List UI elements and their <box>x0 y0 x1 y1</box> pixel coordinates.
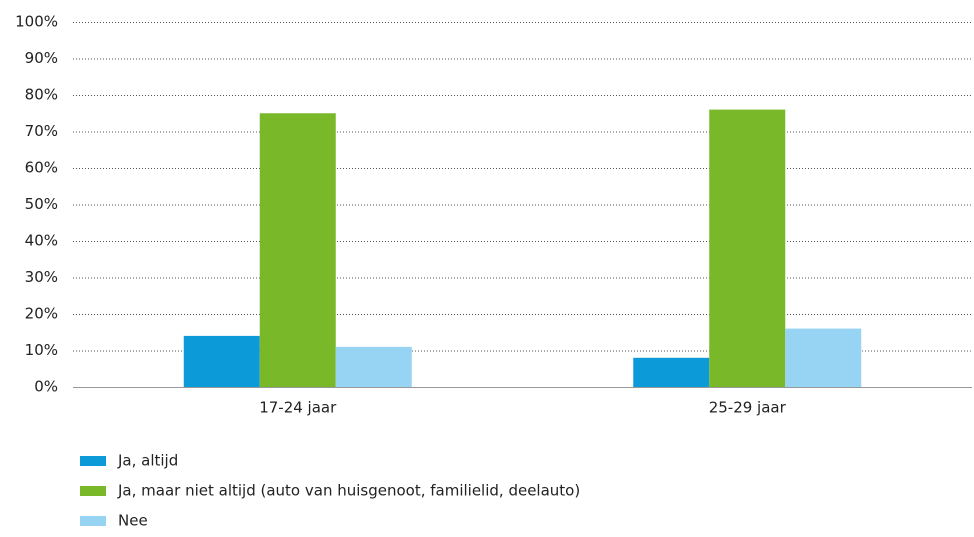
legend-label: Ja, altijd <box>117 452 178 470</box>
bar <box>335 346 412 387</box>
legend-swatch <box>80 486 106 496</box>
y-tick-label: 80% <box>25 86 58 104</box>
y-tick-label: 90% <box>25 49 58 67</box>
y-tick-label: 100% <box>15 13 58 31</box>
legend-label: Nee <box>118 512 148 530</box>
bar <box>709 109 786 387</box>
y-tick-label: 50% <box>25 195 58 213</box>
legend-label: Ja, maar niet altijd (auto van huisgenoo… <box>117 482 580 500</box>
y-tick-label: 60% <box>25 159 58 177</box>
y-tick-label: 30% <box>25 268 58 286</box>
y-tick-label: 20% <box>25 305 58 323</box>
y-tick-label: 70% <box>25 122 58 140</box>
bar <box>785 328 862 387</box>
bar <box>183 335 260 387</box>
x-tick-label: 17-24 jaar <box>259 399 337 417</box>
legend-swatch <box>80 456 106 466</box>
y-tick-label: 10% <box>25 341 58 359</box>
x-tick-label: 25-29 jaar <box>709 399 787 417</box>
legend-swatch <box>80 516 106 526</box>
y-tick-label: 40% <box>25 232 58 250</box>
bar <box>633 357 710 387</box>
bar <box>259 113 336 387</box>
y-tick-label: 0% <box>34 378 58 396</box>
